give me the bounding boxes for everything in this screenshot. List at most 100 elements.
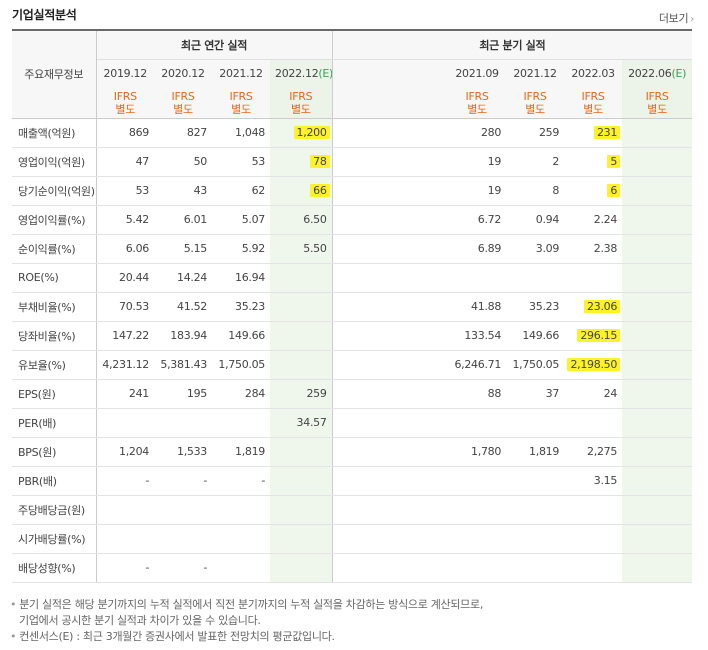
ifrs-label: IFRS 별도 <box>270 88 333 119</box>
header-row-periods: 2019.12 2020.12 2021.12 2022.12(E) 2021.09 20… <box>12 59 693 88</box>
cell-quarter-2: 41.88 <box>448 291 507 322</box>
cell-annual-1: 6.01 <box>154 204 212 235</box>
more-link[interactable]: 더보기 › <box>659 10 694 26</box>
chevron-right-icon: › <box>690 14 694 25</box>
cell-quarter-2 <box>448 263 507 293</box>
row-label: 시가배당률(%) <box>12 524 97 554</box>
cell-annual-1: 41.52 <box>154 291 212 322</box>
cell-annual-1: 827 <box>154 118 212 148</box>
cell-quarter-5 <box>622 378 693 409</box>
cell-annual-2: 1,048 <box>212 118 270 148</box>
cell-quarter-0 <box>332 234 391 264</box>
table-row: BPS(원) 1,204 1,533 1,819 1,780 1,819 2,275 <box>12 437 693 467</box>
table-header: 주요재무정보 최근 연간 실적 최근 분기 실적 2019.12 2020.12 2021… <box>12 30 693 119</box>
cell-annual-0: 1,204 <box>96 437 154 467</box>
financial-table: 주요재무정보 최근 연간 실적 최근 분기 실적 2019.12 2020.12 2021… <box>12 29 693 583</box>
cell-annual-1 <box>154 494 212 525</box>
cell-annual-3 <box>270 350 333 380</box>
period-quarter-0 <box>332 59 391 88</box>
cell-quarter-4: 3.15 <box>564 466 623 496</box>
cell-quarter-2: 6.89 <box>448 234 507 264</box>
cell-annual-1: 1,533 <box>154 437 212 467</box>
cell-quarter-2: 19 <box>448 176 507 206</box>
cell-quarter-5 <box>622 494 693 525</box>
cell-quarter-5 <box>622 524 693 554</box>
cell-quarter-5 <box>622 234 693 264</box>
cell-quarter-4: 2.38 <box>564 234 623 264</box>
cell-quarter-1 <box>390 204 449 235</box>
cell-quarter-4 <box>564 408 623 438</box>
period-annual-0: 2019.12 <box>96 59 154 88</box>
cell-quarter-0 <box>332 263 391 293</box>
table-row: 매출액(억원) 869 827 1,048 1,200 280 259 231 <box>12 118 693 148</box>
cell-quarter-0 <box>332 494 391 525</box>
highlighted-value: 1,200 <box>293 126 330 139</box>
table-row: 배당성향(%) - - <box>12 553 693 583</box>
cell-quarter-4: 6 <box>564 176 623 206</box>
cell-annual-1: - <box>154 553 212 583</box>
period-quarter-4: 2022.03 <box>564 59 623 88</box>
table-body: 매출액(억원) 869 827 1,048 1,200 280 259 231 영업이익(억원)… <box>12 118 693 583</box>
cell-quarter-0 <box>332 524 391 554</box>
cell-quarter-1 <box>390 147 449 177</box>
row-label: PBR(배) <box>12 466 97 496</box>
ifrs-label: IFRS 별도 <box>154 88 212 119</box>
ifrs-label: IFRS 별도 <box>564 88 623 119</box>
bullet-icon: • <box>10 630 17 643</box>
highlighted-value: 23.06 <box>584 300 621 313</box>
period-quarter-1 <box>390 59 449 88</box>
highlighted-value: 231 <box>593 126 621 139</box>
row-label: 주당배당금(원) <box>12 494 97 525</box>
footnote-2: • 컨센서스(E) : 최근 3개월간 증권사에서 발표한 전망치의 평균값입니다… <box>10 630 335 643</box>
cell-quarter-3: 37 <box>506 378 565 409</box>
cell-quarter-3: 2 <box>506 147 565 177</box>
row-label: ROE(%) <box>12 263 97 293</box>
cell-quarter-4 <box>564 524 623 554</box>
cell-annual-0: 47 <box>96 147 154 177</box>
cell-annual-3: 78 <box>270 147 333 177</box>
cell-annual-2: 5.92 <box>212 234 270 264</box>
cell-annual-0: - <box>96 553 154 583</box>
cell-quarter-3 <box>506 524 565 554</box>
ifrs-label <box>390 88 449 119</box>
ifrs-label: IFRS 별도 <box>212 88 270 119</box>
cell-annual-3 <box>270 466 333 496</box>
table-row: 유보율(%) 4,231.12 5,381.43 1,750.05 6,246.71 1,… <box>12 350 693 380</box>
cell-annual-2 <box>212 524 270 554</box>
cell-quarter-4 <box>564 494 623 525</box>
cell-annual-2: 1,819 <box>212 437 270 467</box>
period-annual-3: 2022.12(E) <box>270 59 333 88</box>
row-label: 매출액(억원) <box>12 118 97 148</box>
cell-quarter-0 <box>332 118 391 148</box>
table-row: PBR(배) - - -3.15 <box>12 466 693 496</box>
cell-annual-2: 35.23 <box>212 291 270 322</box>
row-label: 배당성향(%) <box>12 553 97 583</box>
table-row: ROE(%) 20.44 14.24 16.94 <box>12 263 693 293</box>
ifrs-label: IFRS 별도 <box>448 88 507 119</box>
cell-quarter-1 <box>390 263 449 293</box>
row-label: BPS(원) <box>12 437 97 467</box>
cell-quarter-2 <box>448 466 507 496</box>
cell-annual-3 <box>270 553 333 583</box>
header-row-groups: 주요재무정보 최근 연간 실적 최근 분기 실적 <box>12 30 693 119</box>
cell-quarter-3: 1,750.05 <box>506 350 565 380</box>
cell-quarter-5 <box>622 553 693 583</box>
highlighted-value: 78 <box>310 155 331 168</box>
cell-annual-3: 34.57 <box>270 408 333 438</box>
table-row: EPS(원) 241 195 284 259 88 37 24 <box>12 378 693 409</box>
table-row: PER(배) 34.57 <box>12 408 693 438</box>
cell-quarter-3: 3.09 <box>506 234 565 264</box>
ifrs-label: IFRS 별도 <box>622 88 693 119</box>
cell-quarter-2 <box>448 524 507 554</box>
highlighted-value: 5 <box>607 155 620 168</box>
cell-annual-3: 6.50 <box>270 204 333 235</box>
cell-annual-1: 195 <box>154 378 212 409</box>
cell-quarter-5 <box>622 321 693 351</box>
cell-annual-3: 1,200 <box>270 118 333 148</box>
cell-annual-2 <box>212 494 270 525</box>
cell-annual-0: - <box>96 466 154 496</box>
cell-annual-0: 53 <box>96 176 154 206</box>
row-label: EPS(원) <box>12 378 97 409</box>
cell-annual-3 <box>270 524 333 554</box>
cell-quarter-5 <box>622 291 693 322</box>
